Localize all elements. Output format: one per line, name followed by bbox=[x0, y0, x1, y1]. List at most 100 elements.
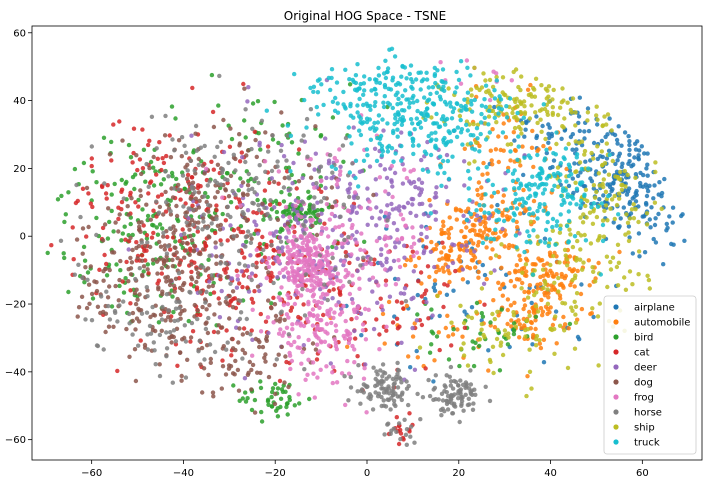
point-horse bbox=[302, 231, 307, 236]
point-horse bbox=[358, 263, 363, 268]
point-deer bbox=[486, 216, 492, 221]
point-frog bbox=[325, 308, 330, 314]
point-automobile bbox=[575, 268, 580, 274]
point-horse bbox=[177, 305, 182, 311]
point-cat bbox=[272, 248, 277, 253]
point-truck bbox=[545, 219, 550, 225]
point-cat bbox=[157, 140, 162, 145]
point-bird bbox=[209, 72, 215, 78]
point-automobile bbox=[524, 269, 529, 274]
point-frog bbox=[325, 292, 330, 297]
point-cat bbox=[424, 245, 429, 250]
point-automobile bbox=[448, 225, 454, 231]
point-bird bbox=[119, 177, 125, 183]
point-automobile bbox=[512, 300, 517, 305]
point-frog bbox=[329, 211, 335, 217]
point-deer bbox=[257, 143, 262, 148]
point-truck bbox=[391, 128, 396, 134]
point-airplane bbox=[636, 204, 641, 209]
point-bird bbox=[245, 396, 250, 401]
point-deer bbox=[410, 325, 415, 331]
point-dog bbox=[163, 318, 168, 323]
point-truck bbox=[414, 116, 419, 121]
point-bird bbox=[140, 207, 145, 212]
point-automobile bbox=[434, 242, 439, 247]
point-cat bbox=[103, 191, 109, 196]
point-deer bbox=[396, 277, 401, 282]
point-truck bbox=[367, 77, 372, 82]
point-dog bbox=[176, 138, 182, 143]
point-horse bbox=[368, 256, 373, 261]
point-ship bbox=[522, 111, 527, 117]
point-deer bbox=[444, 152, 450, 158]
point-bird bbox=[143, 179, 148, 184]
point-horse bbox=[440, 398, 446, 403]
point-automobile bbox=[548, 268, 553, 273]
point-bird bbox=[107, 219, 112, 225]
point-frog bbox=[315, 375, 320, 380]
point-cat bbox=[111, 122, 116, 127]
point-dog bbox=[211, 394, 216, 399]
point-bird bbox=[123, 181, 128, 186]
point-cat bbox=[211, 167, 216, 172]
point-deer bbox=[399, 130, 404, 135]
point-ship bbox=[579, 139, 585, 144]
point-horse bbox=[468, 368, 473, 373]
point-deer bbox=[402, 255, 407, 260]
point-deer bbox=[400, 162, 405, 167]
point-automobile bbox=[515, 225, 520, 230]
point-horse bbox=[361, 382, 366, 387]
legend-label: cat bbox=[634, 348, 650, 359]
point-horse bbox=[257, 163, 262, 168]
point-frog bbox=[411, 253, 416, 259]
point-ship bbox=[610, 255, 616, 260]
point-horse bbox=[243, 107, 248, 112]
point-truck bbox=[442, 135, 447, 141]
point-cat bbox=[234, 205, 240, 210]
point-frog bbox=[333, 225, 338, 230]
point-horse bbox=[250, 262, 256, 268]
point-deer bbox=[384, 259, 389, 265]
point-ship bbox=[600, 218, 606, 223]
point-horse bbox=[203, 300, 208, 305]
point-truck bbox=[372, 120, 377, 126]
point-dog bbox=[179, 154, 184, 159]
point-truck bbox=[448, 139, 454, 144]
point-cat bbox=[188, 339, 193, 344]
point-truck bbox=[487, 130, 492, 135]
point-ship bbox=[519, 131, 524, 136]
point-horse bbox=[355, 195, 360, 200]
point-dog bbox=[217, 227, 223, 232]
point-automobile bbox=[547, 310, 552, 315]
point-deer bbox=[408, 181, 414, 186]
point-ship bbox=[622, 168, 627, 174]
point-bird bbox=[270, 386, 276, 391]
point-truck bbox=[385, 66, 391, 71]
point-ship bbox=[489, 93, 494, 99]
point-airplane bbox=[480, 262, 485, 268]
point-ship bbox=[597, 183, 602, 188]
point-truck bbox=[419, 111, 424, 117]
point-airplane bbox=[636, 157, 641, 162]
point-ship bbox=[517, 99, 523, 104]
point-ship bbox=[606, 172, 612, 177]
legend-item-truck: truck bbox=[613, 438, 660, 449]
point-horse bbox=[218, 182, 224, 187]
point-frog bbox=[324, 226, 329, 231]
point-airplane bbox=[615, 158, 620, 163]
point-truck bbox=[552, 173, 558, 179]
point-ship bbox=[518, 110, 524, 115]
point-horse bbox=[139, 311, 145, 316]
point-truck bbox=[341, 89, 346, 95]
point-dog bbox=[160, 292, 165, 297]
point-dog bbox=[313, 124, 318, 129]
point-horse bbox=[193, 123, 199, 129]
point-automobile bbox=[487, 227, 492, 232]
point-automobile bbox=[490, 127, 495, 132]
point-airplane bbox=[631, 162, 636, 167]
point-ship bbox=[562, 247, 568, 253]
point-frog bbox=[350, 273, 355, 278]
point-truck bbox=[478, 131, 483, 137]
point-airplane bbox=[627, 152, 632, 157]
point-automobile bbox=[509, 324, 514, 329]
